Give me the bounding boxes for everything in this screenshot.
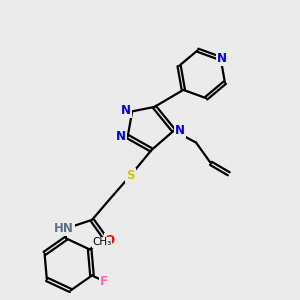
Text: S: S [126,169,135,182]
Text: N: N [175,124,185,137]
Text: CH₃: CH₃ [92,237,112,248]
Text: HN: HN [54,222,74,235]
Text: O: O [105,234,115,247]
Text: N: N [116,130,126,143]
Text: N: N [121,104,130,117]
Text: N: N [217,52,227,65]
Text: F: F [100,274,108,288]
